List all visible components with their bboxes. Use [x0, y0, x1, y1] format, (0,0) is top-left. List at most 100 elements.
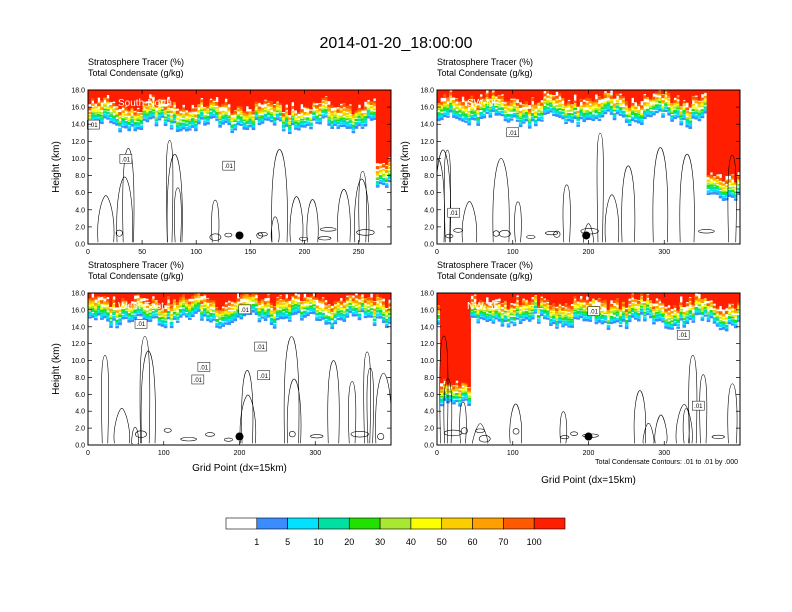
tracer-cell — [206, 311, 210, 314]
tracer-cell — [203, 299, 207, 303]
tracer-cell — [633, 299, 638, 303]
condensate-contour — [306, 199, 319, 243]
tracer-cell — [558, 314, 562, 317]
tracer-cell — [178, 296, 183, 300]
tracer-cell — [646, 96, 650, 100]
tracer-cell — [200, 318, 204, 321]
tracer-cell — [333, 307, 338, 310]
tracer-cell — [700, 111, 705, 114]
tracer-cell — [178, 303, 183, 306]
tracer-cell — [136, 302, 141, 305]
tracer-cell — [461, 387, 465, 389]
tracer-cell — [718, 324, 723, 328]
tracer-cell — [530, 309, 535, 312]
y-tick-label: 12.0 — [420, 341, 434, 348]
tracer-cell — [260, 293, 265, 299]
tracer-cell — [458, 107, 462, 110]
tracer-cell — [160, 321, 165, 325]
condensate-contour — [319, 227, 337, 232]
tracer-cell — [588, 293, 593, 302]
tracer-cell — [703, 95, 708, 99]
tracer-cell — [709, 313, 714, 316]
panel-header-condensate: Total Condensate (g/kg) — [88, 68, 184, 78]
tracer-cell — [118, 303, 122, 307]
tracer-cell — [291, 110, 295, 113]
tracer-cell — [318, 293, 322, 300]
x-tick-label: 300 — [658, 450, 670, 457]
tracer-cell — [558, 319, 562, 322]
tracer-cell — [627, 113, 632, 117]
tracer-cell — [540, 313, 544, 317]
tracer-cell — [245, 127, 250, 131]
contour-label-box — [447, 207, 460, 218]
tracer-cell — [485, 319, 490, 323]
tracer-cell — [661, 109, 665, 113]
tracer-cell — [446, 293, 450, 385]
tracer-cell — [212, 104, 216, 106]
tracer-cell — [342, 111, 347, 115]
tracer-cell — [257, 109, 262, 112]
tracer-cell — [479, 307, 484, 309]
tracer-cell — [482, 305, 487, 309]
contour-label: .01 — [447, 207, 460, 218]
condensate-contour — [101, 355, 109, 444]
tracer-cell — [269, 319, 274, 323]
tracer-cell — [515, 106, 520, 109]
contour-label-box — [191, 374, 205, 385]
tracer-cell — [627, 90, 632, 108]
x-tick-label: 0 — [435, 450, 439, 457]
x-tick-label: 0 — [435, 249, 439, 256]
tracer-cell — [455, 110, 459, 113]
tracer-cell — [191, 303, 195, 306]
tracer-cell — [133, 293, 138, 296]
tracer-cell — [369, 311, 374, 314]
tracer-cell — [230, 120, 235, 123]
tracer-cell — [209, 105, 213, 108]
tracer-cell — [536, 318, 541, 322]
tracer-cell — [549, 100, 553, 103]
tracer-cell — [467, 392, 471, 395]
tracer-cell — [184, 312, 189, 316]
tracer-cell — [549, 110, 553, 113]
tracer-cell — [206, 90, 210, 106]
tracer-cell — [718, 186, 723, 189]
tracer-cell — [467, 111, 471, 114]
tracer-cell — [242, 122, 247, 125]
tracer-cell — [151, 115, 156, 119]
tracer-cell — [440, 293, 444, 384]
tracer-cell — [312, 296, 316, 299]
tracer-cell — [694, 90, 699, 96]
tracer-cell — [730, 304, 735, 308]
tracer-cell — [570, 315, 574, 317]
tracer-cell — [503, 105, 508, 108]
tracer-cell — [221, 311, 225, 314]
tracer-cell — [630, 303, 635, 305]
tracer-cell — [664, 106, 668, 110]
tracer-cell — [230, 124, 235, 127]
tracer-cell — [503, 315, 508, 318]
tracer-cell — [700, 293, 705, 299]
tracer-cell — [94, 306, 98, 309]
tracer-cell — [715, 318, 720, 321]
tracer-cell — [294, 117, 298, 120]
tracer-cell — [345, 90, 350, 106]
y-tick-label: 2.0 — [75, 426, 85, 433]
contour-label-box — [197, 362, 211, 372]
tracer-cell — [345, 303, 350, 306]
tracer-cell — [351, 313, 356, 317]
tracer-cell — [287, 304, 292, 308]
tracer-cell — [603, 311, 608, 313]
tracer-cell — [360, 304, 365, 307]
tracer-cell — [91, 309, 95, 313]
tracer-cell — [172, 308, 177, 311]
tracer-cell — [324, 105, 328, 108]
tracer-cell — [455, 90, 459, 99]
tracer-cell — [661, 313, 665, 316]
tracer-cell — [178, 315, 183, 318]
tracer-cell — [254, 104, 259, 107]
tracer-cell — [236, 312, 241, 316]
tracer-cell — [145, 117, 150, 120]
tracer-cell — [200, 310, 204, 313]
tracer-cell — [212, 90, 216, 100]
tracer-cell — [449, 293, 453, 384]
